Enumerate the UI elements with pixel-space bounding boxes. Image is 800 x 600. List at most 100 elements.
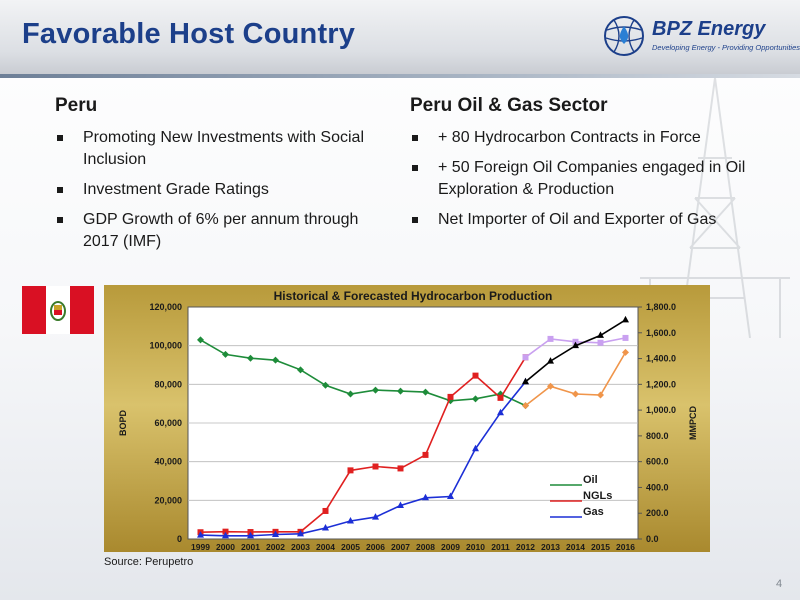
- list-item: + 50 Foreign Oil Companies engaged in Oi…: [410, 157, 780, 201]
- x-tick-label: 2010: [466, 542, 485, 552]
- bullet-text: Investment Grade Ratings: [83, 181, 269, 198]
- y2-axis-label: MMPCD: [688, 406, 698, 440]
- x-tick-label: 2012: [516, 542, 535, 552]
- logo-name: BPZ Energy: [652, 18, 766, 40]
- gas-point: [447, 492, 454, 499]
- y-tick-label: 120,000: [149, 302, 182, 312]
- y-tick-label: 20,000: [154, 495, 182, 505]
- y-tick-label: 100,000: [149, 341, 182, 351]
- y2-tick-label: 1,800.0: [646, 302, 676, 312]
- oil-point: [247, 354, 254, 362]
- gas-forecast-point: [572, 341, 579, 349]
- oil-gas-heading: Peru Oil & Gas Sector: [410, 95, 608, 116]
- production-chart: Historical & Forecasted Hydrocarbon Prod…: [118, 289, 698, 552]
- ngls-forecast-point: [522, 354, 529, 361]
- y-tick-label: 60,000: [154, 418, 182, 428]
- list-item: Promoting New Investments with Social In…: [55, 127, 375, 171]
- bullet-icon: [412, 135, 418, 141]
- x-tick-label: 2015: [591, 542, 610, 552]
- ngls-forecast-point: [547, 335, 554, 342]
- oil-point: [197, 336, 204, 344]
- y2-tick-label: 1,000.0: [646, 405, 676, 415]
- ngls-point: [347, 467, 354, 474]
- gas-forecast-point: [547, 357, 554, 364]
- company-logo: BPZ Energy Developing Energy - Providing…: [602, 14, 800, 62]
- peru-heading: Peru: [55, 95, 98, 116]
- y2-tick-label: 200.0: [646, 508, 669, 518]
- peru-bullet-list: Promoting New Investments with Social In…: [55, 127, 375, 253]
- bullet-icon: [57, 187, 63, 193]
- gas-point: [472, 444, 479, 452]
- ngls-point: [222, 528, 229, 535]
- ngls-point: [447, 393, 454, 400]
- slide-header: [0, 0, 800, 74]
- page-number: 4: [776, 578, 783, 590]
- x-tick-label: 2007: [391, 542, 410, 552]
- x-tick-label: 2004: [316, 542, 335, 552]
- header-rule: [0, 74, 800, 78]
- bullet-text: GDP Growth of 6% per annum through 2017 …: [83, 211, 359, 250]
- ngls-point: [472, 372, 479, 379]
- gas-point: [247, 531, 254, 539]
- list-item: Investment Grade Ratings: [55, 179, 375, 201]
- oil-gas-bullet-list: + 80 Hydrocarbon Contracts in Force + 50…: [410, 127, 780, 231]
- y2-tick-label: 400.0: [646, 482, 669, 492]
- y-tick-label: 80,000: [154, 379, 182, 389]
- logo-globe-icon: [604, 16, 644, 56]
- y2-tick-label: 1,600.0: [646, 328, 676, 338]
- oil-gas-sector-section: Peru Oil & Gas Sector + 80 Hydrocarbon C…: [410, 95, 780, 239]
- ngls-point: [422, 451, 429, 458]
- oil-point: [372, 386, 379, 394]
- ngls-point: [497, 394, 504, 401]
- x-tick-label: 1999: [191, 542, 210, 552]
- oil-forecast-point: [572, 390, 579, 398]
- oil-forecast-point: [547, 382, 554, 390]
- gas-point: [347, 516, 354, 524]
- gas-forecast-point: [622, 315, 629, 323]
- x-tick-label: 2011: [491, 542, 510, 552]
- bullet-icon: [57, 135, 63, 141]
- ngls-point: [397, 465, 404, 472]
- bullet-icon: [57, 217, 63, 223]
- gas-point: [322, 524, 329, 531]
- x-tick-label: 2002: [266, 542, 285, 552]
- bullet-text: + 80 Hydrocarbon Contracts in Force: [438, 129, 701, 146]
- y2-tick-label: 600.0: [646, 457, 669, 467]
- oil-point: [297, 366, 304, 374]
- x-tick-label: 2006: [366, 542, 385, 552]
- gas-point: [397, 501, 404, 508]
- list-item: GDP Growth of 6% per annum through 2017 …: [55, 209, 375, 253]
- y-tick-label: 0: [177, 534, 182, 544]
- peru-section: Peru Promoting New Investments with Soci…: [55, 95, 375, 261]
- legend-label: NGLs: [583, 490, 612, 502]
- list-item: + 80 Hydrocarbon Contracts in Force: [410, 127, 780, 149]
- gas-point: [372, 513, 379, 520]
- gas-point: [497, 408, 504, 416]
- oil-forecast-point: [622, 348, 629, 356]
- x-tick-label: 2000: [216, 542, 235, 552]
- gas-point: [197, 531, 204, 538]
- y2-tick-label: 1,400.0: [646, 354, 676, 364]
- y-tick-label: 40,000: [154, 457, 182, 467]
- gas-point: [297, 529, 304, 537]
- oil-point: [222, 350, 229, 358]
- oil-point: [397, 387, 404, 395]
- gas-line: [200, 381, 527, 537]
- slide-title: Favorable Host Country: [22, 18, 356, 50]
- oil-point: [272, 356, 279, 364]
- y2-tick-label: 0.0: [646, 534, 659, 544]
- x-tick-label: 2016: [616, 542, 635, 552]
- oil-point: [322, 381, 329, 389]
- bullet-text: + 50 Foreign Oil Companies engaged in Oi…: [438, 159, 746, 198]
- gas-forecast-point: [597, 331, 604, 338]
- logo-tagline: Developing Energy - Providing Opportunit…: [652, 43, 800, 52]
- bullet-icon: [412, 217, 418, 223]
- x-tick-label: 2014: [566, 542, 585, 552]
- x-tick-label: 2005: [341, 542, 360, 552]
- oil-forecast-point: [522, 402, 529, 410]
- gas-point: [422, 493, 429, 501]
- ngls-point: [372, 463, 379, 470]
- gas-forecast-point: [522, 377, 529, 385]
- ngls-line: [200, 356, 527, 533]
- x-tick-label: 2009: [441, 542, 460, 552]
